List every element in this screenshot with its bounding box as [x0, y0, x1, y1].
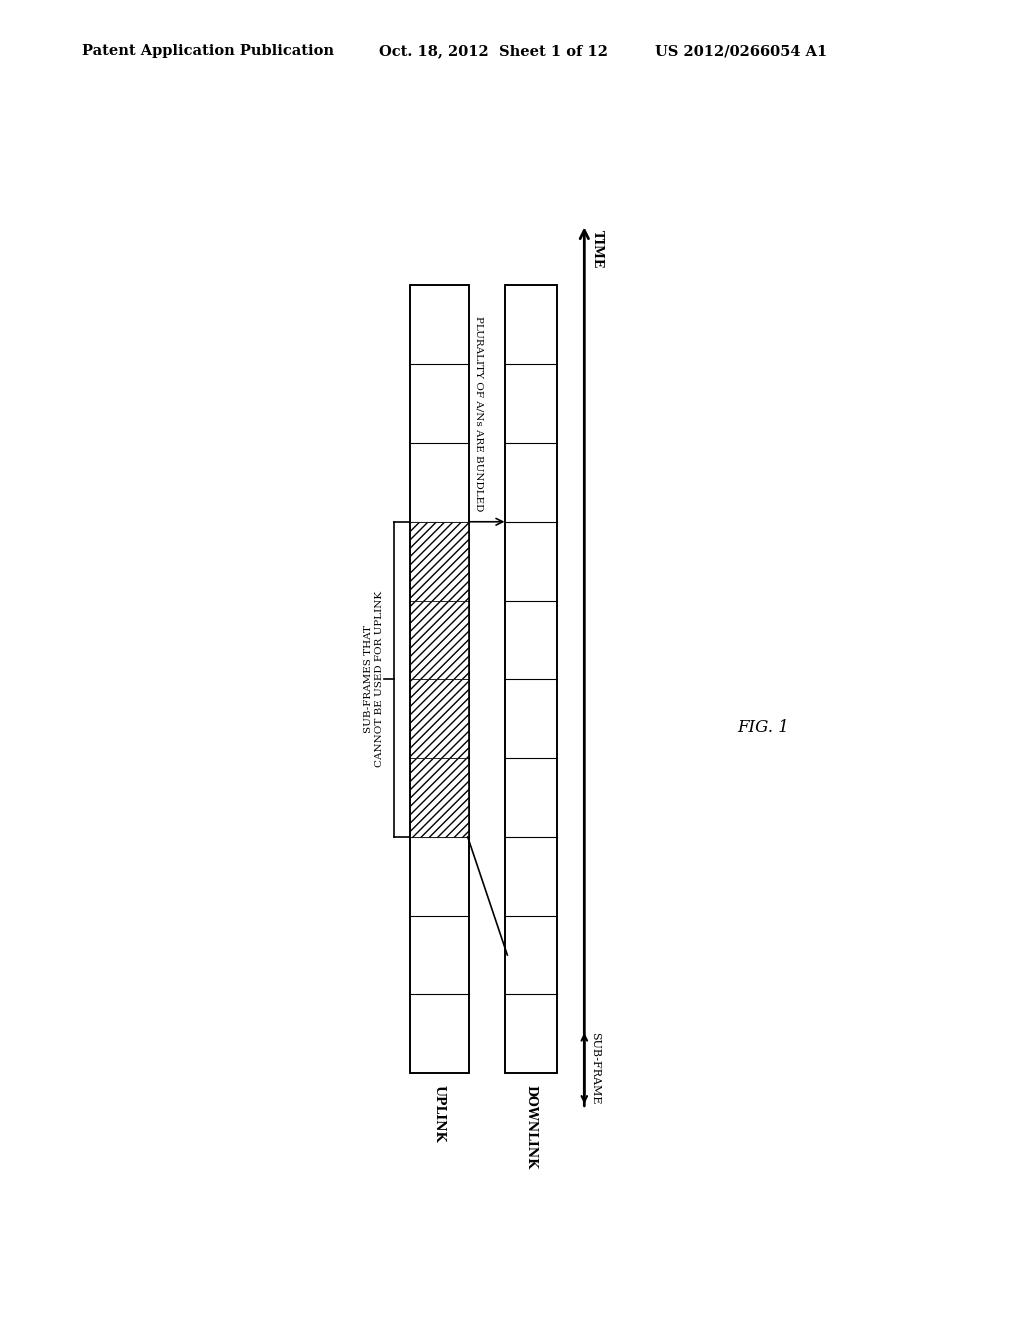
Bar	[410, 285, 469, 1073]
Text: Patent Application Publication: Patent Application Publication	[82, 45, 334, 58]
Text: PLURALITY OF A/Ns ARE BUNDLED: PLURALITY OF A/Ns ARE BUNDLED	[474, 317, 483, 512]
Bar	[410, 758, 469, 837]
Bar	[505, 285, 557, 1073]
Text: SUB-FRAME: SUB-FRAME	[590, 1032, 600, 1105]
Text: FIG. 1: FIG. 1	[737, 719, 788, 737]
Bar	[410, 285, 469, 1073]
Bar	[410, 521, 469, 601]
Text: TIME: TIME	[591, 230, 604, 268]
Text: US 2012/0266054 A1: US 2012/0266054 A1	[655, 45, 827, 58]
Text: SUB-FRAMES THAT
CANNOT BE USED FOR UPLINK: SUB-FRAMES THAT CANNOT BE USED FOR UPLIN…	[365, 591, 384, 767]
Text: DOWNLINK: DOWNLINK	[524, 1085, 538, 1170]
Bar	[410, 680, 469, 758]
Bar	[505, 285, 557, 1073]
Bar	[410, 601, 469, 680]
Text: UPLINK: UPLINK	[433, 1085, 446, 1143]
Text: Oct. 18, 2012  Sheet 1 of 12: Oct. 18, 2012 Sheet 1 of 12	[379, 45, 608, 58]
